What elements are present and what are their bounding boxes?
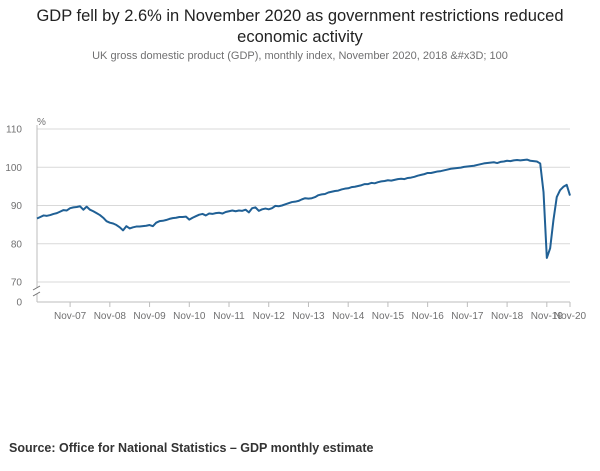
x-tick-label: Nov-15 — [372, 311, 405, 322]
x-tick-label: Nov-12 — [253, 311, 286, 322]
x-tick-label: Nov-17 — [451, 311, 484, 322]
y-tick-label: 70 — [11, 278, 23, 289]
axis-break-mark — [32, 285, 41, 291]
y-tick-label: 80 — [11, 239, 23, 250]
axis-break-gap — [33, 288, 41, 294]
gdp-index-series-line — [36, 158, 571, 259]
y-tick-label: 110 — [6, 125, 22, 136]
chart-subtitle: UK gross domestic product (GDP), monthly… — [92, 50, 508, 62]
y-tick-label: 100 — [5, 163, 22, 174]
x-tick-label: Nov-10 — [173, 311, 206, 322]
axis-break-mark — [32, 291, 41, 297]
x-tick-label: Nov-13 — [292, 311, 325, 322]
x-tick-label: Nov-14 — [332, 311, 365, 322]
y-axis-unit-label: % — [37, 117, 46, 128]
x-tick-label: Nov-18 — [491, 311, 524, 322]
x-tick-label: Nov-08 — [94, 311, 127, 322]
source-note: Source: Office for National Statistics –… — [9, 441, 374, 455]
y-tick-label-zero: 0 — [16, 298, 22, 309]
x-tick-label: Nov-11 — [213, 311, 245, 322]
chart-title: GDP fell by 2.6% in November 2020 as gov… — [36, 7, 564, 46]
x-tick-label: Nov-09 — [133, 311, 166, 322]
x-tick-label: Nov-07 — [54, 311, 87, 322]
y-tick-label: 90 — [11, 201, 23, 212]
x-tick-label: Nov-20 — [554, 311, 587, 322]
x-tick-label: Nov-19 — [531, 311, 564, 322]
x-tick-label: Nov-16 — [412, 311, 445, 322]
